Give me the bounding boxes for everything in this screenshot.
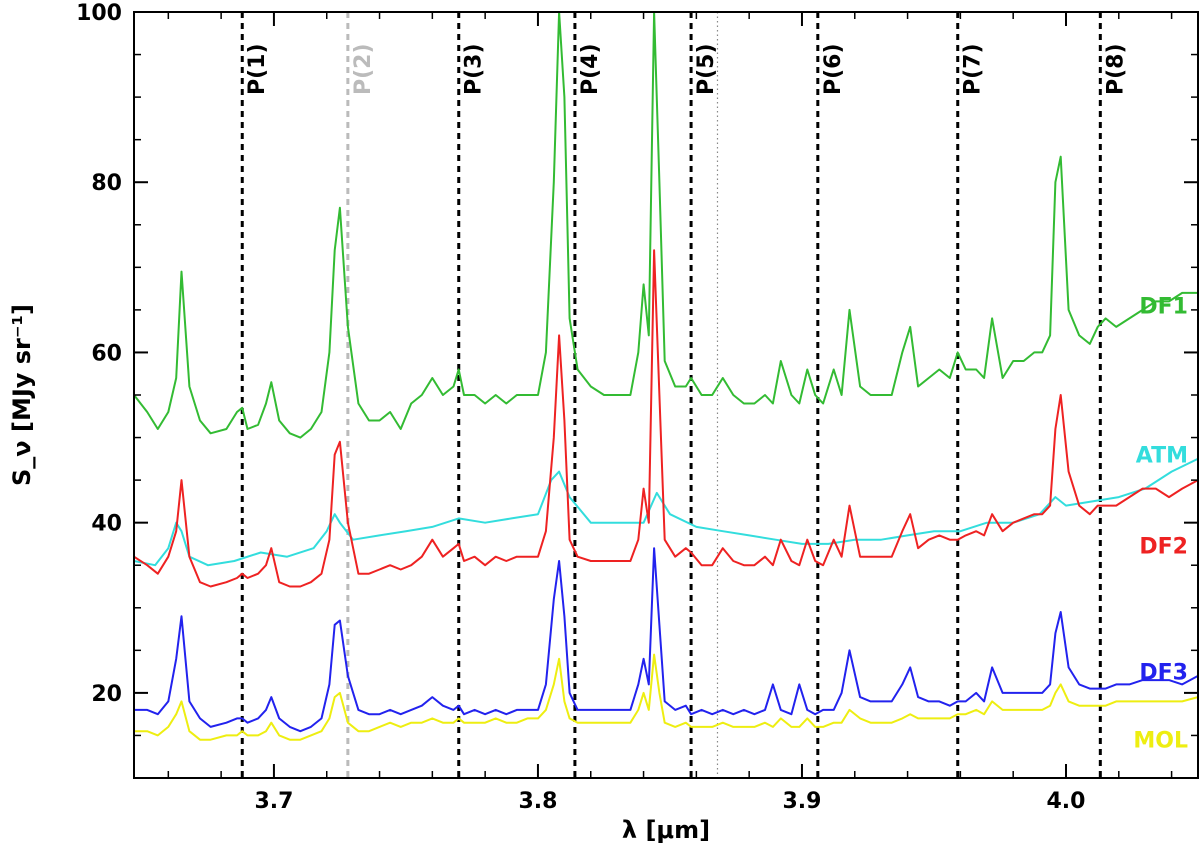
ticks-layer: 3.7 3.8 3.9 4.0 20 40 60 80 100 bbox=[76, 1, 1198, 814]
series-line-df2 bbox=[134, 249, 1198, 588]
plot-frame bbox=[133, 11, 1199, 779]
series-line-df1 bbox=[134, 12, 1198, 439]
x-tick-label: 3.7 bbox=[254, 789, 293, 814]
y-tick-label: 20 bbox=[91, 682, 122, 707]
series-label-df3: DF3 bbox=[1139, 661, 1188, 686]
y-tick-label: 40 bbox=[91, 512, 122, 537]
y-axis-label: S_ν [MJy sr⁻¹] bbox=[8, 304, 36, 486]
y-tick-label: 80 bbox=[91, 171, 122, 196]
vertical-lines-layer: P(1) P(2) P(3) P(4) P(5) P(6) P(7) P(8) bbox=[240, 12, 1128, 778]
series-line-atm bbox=[134, 457, 1198, 567]
vline-label: P(1) bbox=[245, 43, 270, 95]
series-line-df3 bbox=[134, 547, 1198, 733]
series-label-mol: MOL bbox=[1133, 729, 1188, 754]
series-layer: DF1 ATM DF2 DF3 MOL bbox=[134, 12, 1198, 754]
vline-label: P(6) bbox=[821, 43, 846, 95]
x-axis-label: λ [μm] bbox=[622, 816, 710, 844]
vline-label: P(7) bbox=[961, 43, 986, 95]
x-tick-label: 3.8 bbox=[518, 789, 557, 814]
series-line-mol bbox=[134, 653, 1198, 741]
series-label-df2: DF2 bbox=[1139, 535, 1188, 560]
vline-label: P(4) bbox=[578, 43, 603, 95]
x-tick-label: 3.9 bbox=[782, 789, 821, 814]
y-tick-label: 60 bbox=[91, 341, 122, 366]
y-tick-label: 100 bbox=[76, 1, 122, 26]
vline-label: P(2) bbox=[351, 43, 376, 95]
x-tick-label: 4.0 bbox=[1046, 789, 1085, 814]
series-label-atm: ATM bbox=[1136, 444, 1188, 469]
vline-label: P(5) bbox=[694, 43, 719, 95]
vline-label: P(8) bbox=[1103, 43, 1128, 95]
vline-label: P(3) bbox=[462, 43, 487, 95]
series-label-df1: DF1 bbox=[1139, 295, 1188, 320]
